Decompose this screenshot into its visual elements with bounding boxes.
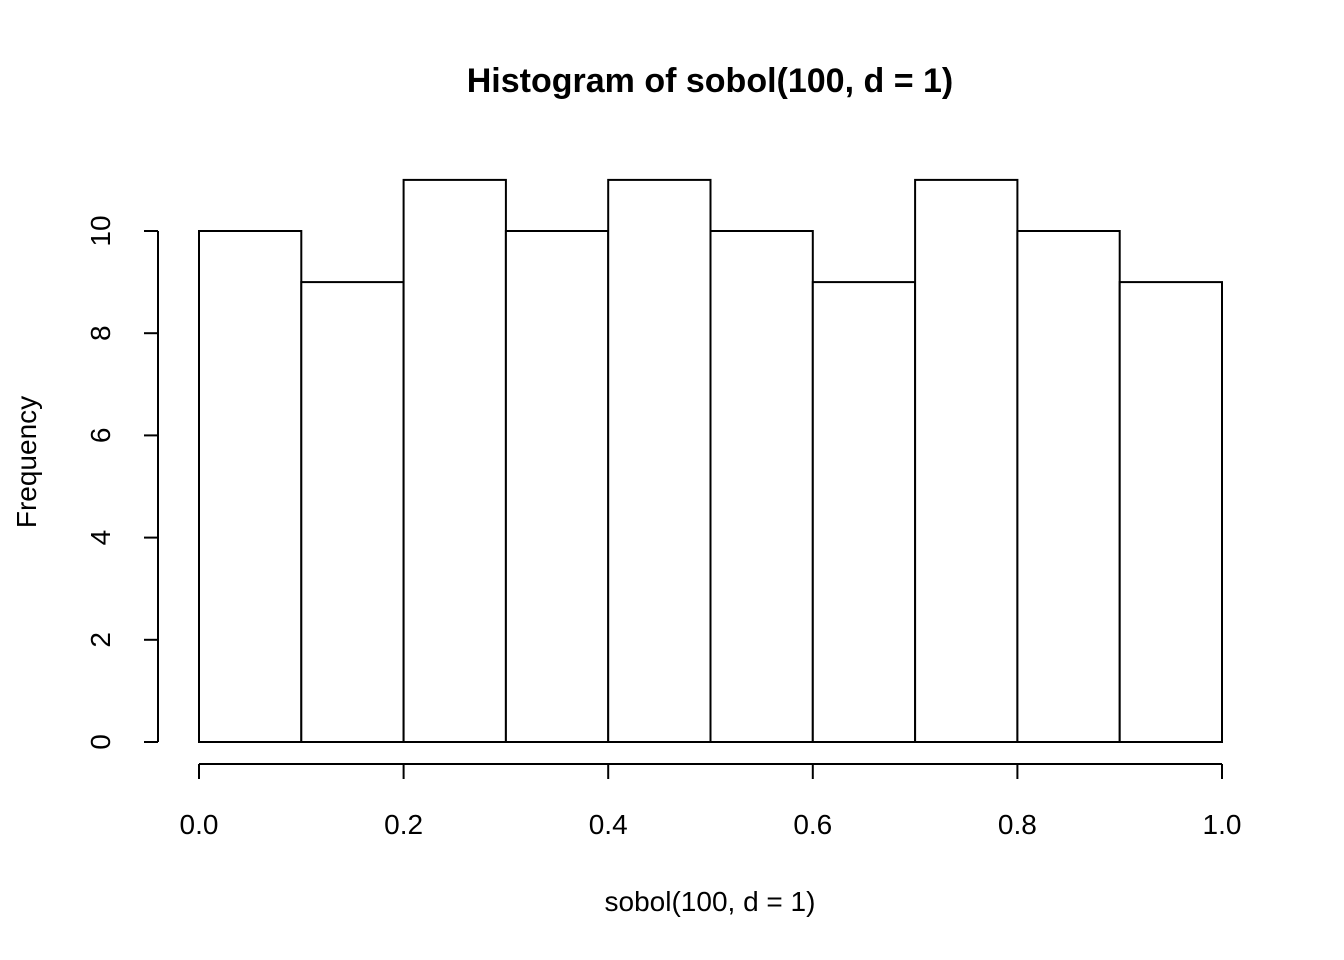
y-tick-label: 4 (85, 530, 116, 546)
y-tick-label: 10 (85, 215, 116, 246)
y-axis: 0 2 4 6 8 10 (85, 215, 159, 750)
histogram-bar-3 (402, 178, 507, 743)
histogram-bar-8 (914, 178, 1019, 743)
x-tick-label: 0.4 (589, 809, 628, 840)
histogram-bars (198, 178, 1223, 743)
y-tick-label: 0 (85, 734, 116, 750)
y-axis-label: Frequency (11, 396, 42, 528)
chart-title: Histogram of sobol(100, d = 1) (467, 62, 953, 100)
histogram-bar-9 (1016, 230, 1121, 743)
x-tick-label: 0.8 (998, 809, 1037, 840)
y-tick-label: 2 (85, 632, 116, 648)
histogram-bar-7 (811, 281, 917, 743)
x-tick-label: 0.2 (384, 809, 423, 840)
x-tick-label: 0.6 (793, 809, 832, 840)
x-tick-label: 1.0 (1203, 809, 1242, 840)
x-axis-label: sobol(100, d = 1) (605, 886, 816, 917)
histogram-bar-2 (300, 281, 405, 743)
histogram-bar-4 (504, 230, 610, 743)
histogram-bar-5 (607, 178, 712, 743)
y-tick-label: 8 (85, 325, 116, 341)
y-tick-label: 6 (85, 428, 116, 444)
histogram-bar-6 (709, 230, 814, 743)
histogram-bar-10 (1118, 281, 1223, 743)
histogram-bar-1 (198, 230, 303, 743)
x-axis: 0.0 0.2 0.4 0.6 0.8 1.0 (180, 763, 1242, 840)
x-tick-label: 0.0 (180, 809, 219, 840)
